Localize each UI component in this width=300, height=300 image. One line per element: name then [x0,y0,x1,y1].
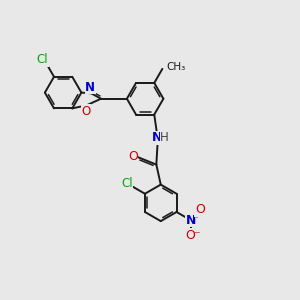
Text: O: O [186,229,196,242]
Text: N: N [185,214,196,226]
Text: O: O [128,150,138,164]
Text: ⁻: ⁻ [193,229,200,242]
Text: H: H [160,131,169,144]
Text: O: O [81,105,91,118]
Text: N: N [152,131,162,144]
Text: Cl: Cl [121,177,133,190]
Text: +: + [192,210,200,220]
Text: O: O [195,203,205,216]
Text: CH₃: CH₃ [167,62,186,72]
Text: N: N [85,81,95,94]
Text: Cl: Cl [37,53,48,66]
